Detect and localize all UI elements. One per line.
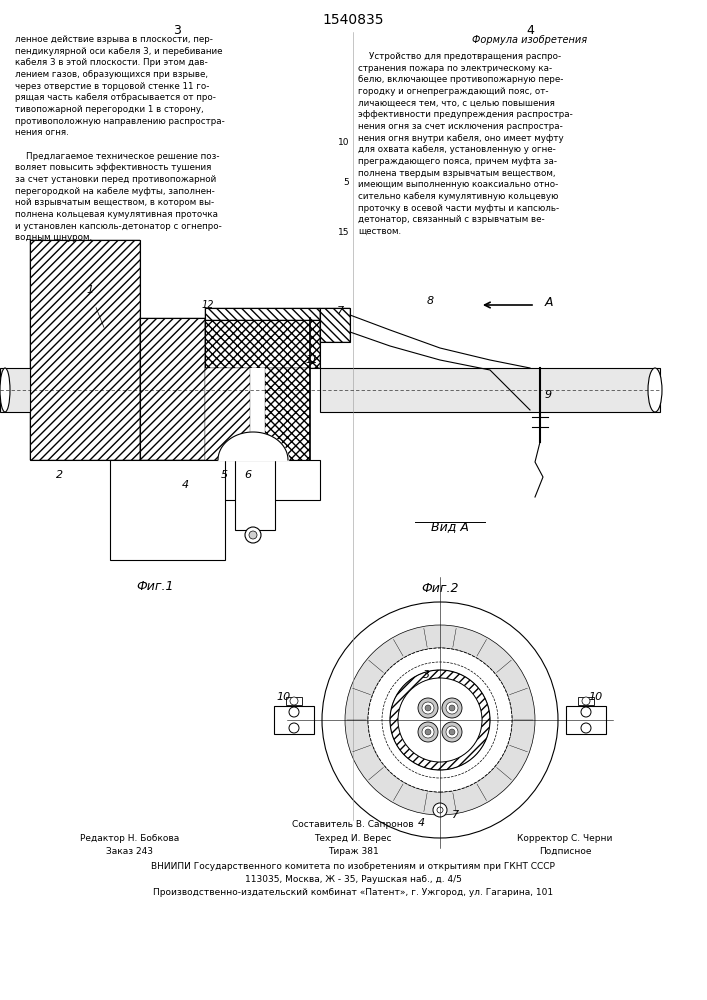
Text: 1540835: 1540835 — [322, 13, 384, 27]
Text: 2: 2 — [57, 470, 64, 480]
Text: Фиг.1: Фиг.1 — [136, 580, 174, 593]
Bar — [320, 308, 350, 342]
Text: 4: 4 — [526, 24, 534, 37]
Circle shape — [449, 729, 455, 735]
Circle shape — [581, 707, 591, 717]
Text: Фиг.2: Фиг.2 — [421, 582, 459, 595]
Circle shape — [442, 722, 462, 742]
Bar — [320, 308, 350, 342]
Bar — [205, 308, 320, 320]
Bar — [205, 318, 320, 368]
Circle shape — [582, 697, 590, 705]
Bar — [205, 368, 250, 460]
Text: ВНИИПИ Государственного комитета по изобретениям и открытиям при ГКНТ СССР: ВНИИПИ Государственного комитета по изоб… — [151, 862, 555, 871]
Text: 10: 10 — [337, 138, 349, 147]
Bar — [205, 308, 320, 320]
Circle shape — [422, 702, 434, 714]
Text: Редактор Н. Бобкова: Редактор Н. Бобкова — [81, 834, 180, 843]
Ellipse shape — [0, 368, 10, 412]
Circle shape — [390, 670, 490, 770]
Text: Техред И. Верес: Техред И. Верес — [314, 834, 392, 843]
Text: Составитель В. Сапронов: Составитель В. Сапронов — [292, 820, 414, 829]
Text: 113035, Москва, Ж - 35, Раушская наб., д. 4/5: 113035, Москва, Ж - 35, Раушская наб., д… — [245, 875, 462, 884]
Ellipse shape — [648, 368, 662, 412]
Bar — [0, 368, 30, 412]
Circle shape — [449, 705, 455, 711]
Circle shape — [581, 723, 591, 733]
Circle shape — [425, 729, 431, 735]
Text: 7: 7 — [452, 810, 459, 820]
Circle shape — [245, 527, 261, 543]
Text: 15: 15 — [337, 228, 349, 237]
Bar — [110, 460, 225, 560]
Circle shape — [289, 707, 299, 717]
Bar — [274, 706, 314, 734]
Text: 12: 12 — [201, 300, 214, 310]
Circle shape — [289, 723, 299, 733]
Text: 10: 10 — [589, 692, 603, 702]
Circle shape — [446, 702, 458, 714]
Circle shape — [437, 807, 443, 813]
Text: Формула изобретения: Формула изобретения — [472, 35, 588, 45]
Circle shape — [422, 726, 434, 738]
Circle shape — [249, 531, 257, 539]
Bar — [578, 697, 594, 705]
Wedge shape — [345, 625, 535, 815]
Text: 6: 6 — [245, 470, 252, 480]
Text: 5: 5 — [344, 178, 349, 187]
Text: 7: 7 — [337, 306, 344, 316]
Text: Подписное: Подписное — [539, 847, 591, 856]
Circle shape — [433, 803, 447, 817]
Circle shape — [322, 602, 558, 838]
Bar — [30, 240, 140, 460]
Text: Тираж 381: Тираж 381 — [327, 847, 378, 856]
Circle shape — [425, 705, 431, 711]
Text: 4: 4 — [182, 480, 189, 490]
Circle shape — [442, 698, 462, 718]
Bar — [205, 368, 310, 460]
Bar — [265, 368, 310, 460]
Bar — [140, 460, 320, 500]
Text: 5: 5 — [221, 470, 228, 480]
Circle shape — [418, 698, 438, 718]
Text: Корректор С. Черни: Корректор С. Черни — [518, 834, 613, 843]
Bar — [320, 368, 660, 412]
Text: 3: 3 — [423, 670, 430, 680]
Text: 9: 9 — [545, 390, 552, 400]
Text: 8: 8 — [426, 296, 433, 306]
Circle shape — [398, 678, 482, 762]
Circle shape — [290, 697, 298, 705]
Text: 4: 4 — [418, 818, 425, 828]
Circle shape — [418, 722, 438, 742]
Circle shape — [368, 648, 512, 792]
Circle shape — [382, 662, 498, 778]
Bar — [140, 318, 205, 460]
Text: Производственно-издательский комбинат «Патент», г. Ужгород, ул. Гагарина, 101: Производственно-издательский комбинат «П… — [153, 888, 553, 897]
Circle shape — [446, 726, 458, 738]
Text: Устройство для предотвращения распро-
странения пожара по электрическому ка-
бел: Устройство для предотвращения распро- ст… — [358, 52, 573, 236]
Text: Заказ 243: Заказ 243 — [107, 847, 153, 856]
Text: 10: 10 — [277, 692, 291, 702]
Bar — [566, 706, 606, 734]
Text: 11: 11 — [306, 355, 318, 365]
Bar — [286, 697, 302, 705]
Bar — [140, 318, 205, 460]
Text: Вид А: Вид А — [431, 520, 469, 533]
Bar — [235, 460, 275, 530]
Bar — [30, 240, 140, 460]
Text: 1: 1 — [86, 285, 93, 295]
Text: A: A — [545, 296, 554, 308]
Text: 3: 3 — [173, 24, 181, 37]
Text: ленное действие взрыва в плоскости, пер-
пендикулярной оси кабеля 3, и перебиван: ленное действие взрыва в плоскости, пер-… — [15, 35, 225, 242]
Bar — [205, 318, 320, 368]
